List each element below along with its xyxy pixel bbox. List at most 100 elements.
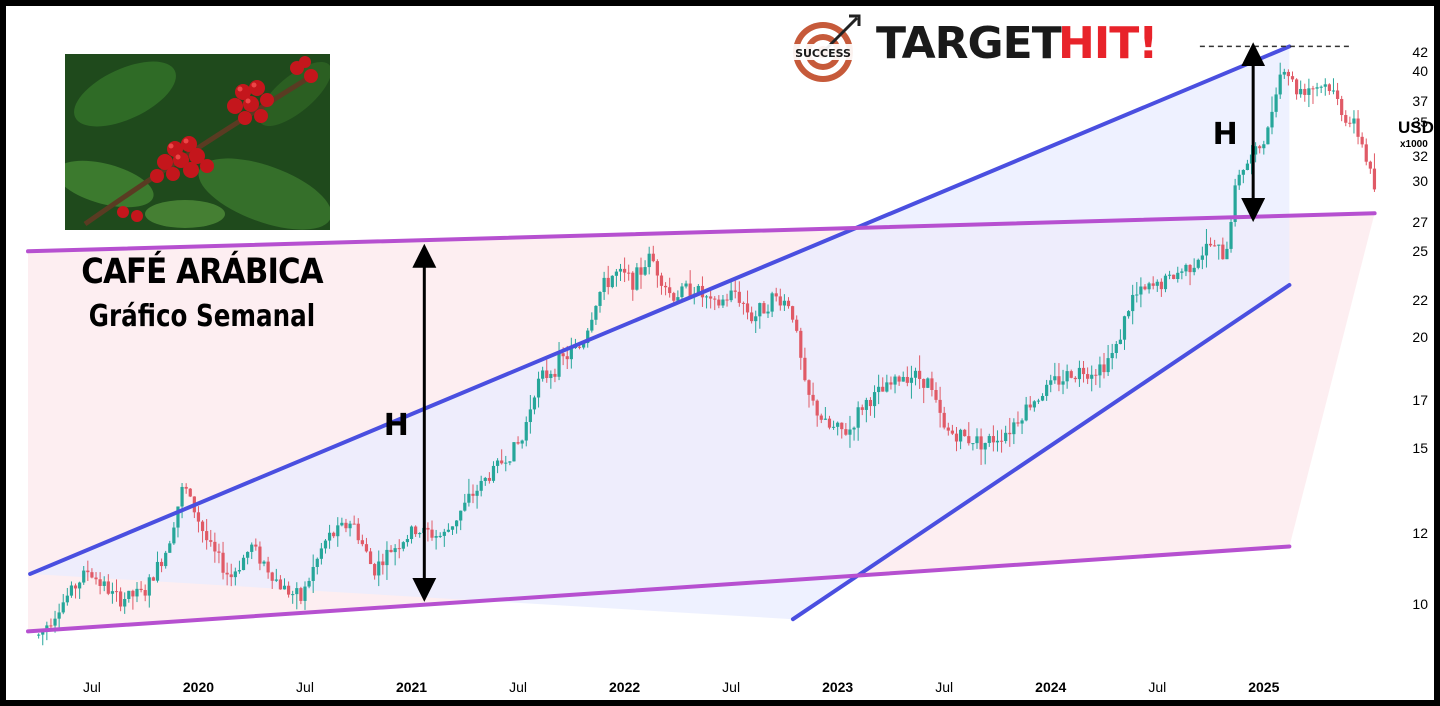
candle-body — [1122, 316, 1127, 340]
candle-body — [409, 526, 414, 540]
candle-body — [1237, 174, 1241, 186]
y-tick-label: 15 — [1412, 439, 1428, 456]
candle-body — [1032, 401, 1036, 408]
candle-body — [131, 590, 135, 597]
candle-body — [500, 460, 504, 464]
y-tick-label: 22 — [1412, 292, 1428, 309]
candle-body — [565, 356, 569, 360]
candle-body — [639, 267, 643, 275]
candle-body — [1065, 371, 1069, 382]
candle-body — [557, 353, 561, 377]
candle-body — [143, 590, 147, 596]
target-arrow-icon: SUCCESS — [791, 14, 861, 84]
candle-body — [987, 436, 991, 443]
candle-body — [389, 549, 393, 553]
candle-body — [680, 286, 684, 298]
candle-body — [188, 488, 192, 497]
candle-body — [856, 407, 860, 428]
candle-body — [1204, 243, 1209, 256]
candle-body — [651, 253, 655, 262]
candle-body — [151, 577, 155, 581]
candle-body — [1348, 122, 1352, 124]
candle-body — [1057, 376, 1061, 385]
candle-body — [971, 443, 975, 445]
candle-body — [766, 311, 770, 314]
candle-body — [336, 525, 340, 537]
candle-body — [528, 409, 532, 423]
logo-word-target: TARGET — [876, 18, 1062, 69]
candle-body — [885, 382, 889, 392]
y-tick-label: 37 — [1412, 92, 1428, 109]
candle-body — [184, 486, 188, 489]
candle-body — [295, 588, 299, 595]
candle-body — [1241, 170, 1245, 175]
candle-body — [1217, 244, 1221, 246]
candle-body — [836, 422, 840, 427]
candle-body — [139, 588, 143, 591]
candle-body — [299, 588, 303, 601]
candle-body — [450, 526, 455, 530]
candle-body — [364, 544, 369, 552]
candle-body — [303, 586, 307, 601]
candle-body — [745, 303, 750, 313]
y-tick-label: 32 — [1412, 148, 1428, 165]
candle-body — [606, 277, 610, 288]
candle-body — [504, 462, 508, 464]
candle-body — [1139, 286, 1143, 295]
candle-body — [98, 579, 102, 586]
candle-body — [282, 585, 287, 590]
candle-body — [393, 548, 397, 553]
candle-body — [696, 285, 700, 294]
candle-body — [819, 415, 823, 420]
x-tick-label: Jul — [935, 679, 953, 695]
candle-body — [1335, 90, 1340, 99]
candle-body — [1245, 163, 1250, 171]
candle-body — [963, 429, 967, 437]
candle-body — [569, 348, 573, 360]
x-tick-label: Jul — [296, 679, 314, 695]
candle-body — [1126, 311, 1131, 317]
candle-body — [340, 522, 344, 526]
candle-body — [254, 544, 258, 547]
candle-body — [991, 436, 995, 443]
candle-body — [676, 297, 680, 301]
candle-body — [319, 548, 323, 559]
candle-body — [200, 521, 205, 532]
candle-body — [446, 529, 451, 532]
candle-body — [323, 540, 328, 549]
candle-body — [721, 299, 725, 306]
candle-body — [1012, 422, 1016, 435]
candle-body — [1221, 244, 1225, 260]
candle-body — [262, 561, 266, 564]
x-tick-label: 2023 — [822, 679, 853, 695]
candle-body — [459, 510, 463, 521]
candle-body — [864, 399, 868, 410]
candle-body — [127, 590, 131, 599]
candle-body — [405, 539, 410, 543]
lower-channel-line — [790, 283, 1292, 622]
candle-body — [1274, 94, 1278, 112]
candle-body — [672, 293, 676, 301]
candle-body — [1167, 274, 1172, 276]
candle-body — [1286, 71, 1290, 77]
candle-body — [352, 523, 356, 525]
candle-body — [73, 585, 78, 589]
candle-body — [315, 558, 319, 567]
candle-body — [684, 283, 688, 287]
candle-body — [311, 566, 315, 581]
candle-body — [704, 296, 709, 298]
candle-body — [1110, 353, 1114, 359]
candle-body — [786, 300, 791, 307]
candle-body — [1266, 127, 1270, 145]
candle-body — [278, 579, 283, 590]
candle-body — [1024, 404, 1028, 421]
y-tick-label: 30 — [1412, 173, 1428, 190]
candle-body — [1163, 275, 1168, 290]
candle-body — [1196, 259, 1200, 268]
candle-body — [938, 399, 942, 413]
x-tick-label: 2021 — [396, 679, 427, 695]
candle-body — [455, 520, 459, 527]
candle-body — [467, 493, 471, 503]
candle-body — [61, 602, 65, 613]
candle-body — [159, 561, 164, 567]
